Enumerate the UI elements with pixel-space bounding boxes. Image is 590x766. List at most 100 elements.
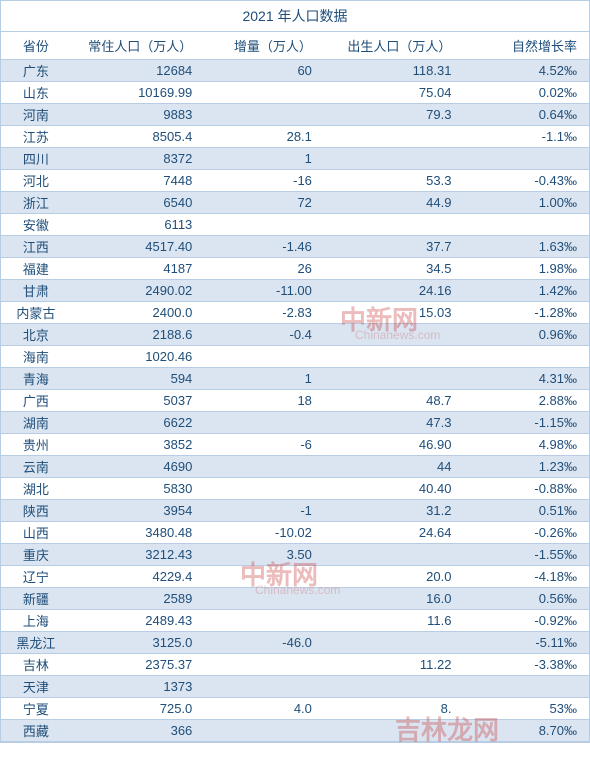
cell-population: 2589 (71, 589, 211, 608)
cell-birth: 118.31 (330, 61, 470, 80)
cell-rate: -4.18‰ (469, 567, 589, 586)
cell-population: 1020.46 (71, 347, 211, 366)
header-province: 省份 (1, 32, 71, 59)
cell-change: -16 (210, 171, 330, 190)
table-row: 青海59414.31‰ (1, 368, 589, 390)
table-row: 云南4690441.23‰ (1, 456, 589, 478)
cell-birth: 48.7 (330, 391, 470, 410)
cell-birth: 16.0 (330, 589, 470, 608)
cell-rate: 2.88‰ (469, 391, 589, 410)
cell-province: 河北 (1, 169, 71, 192)
cell-population: 3954 (71, 501, 211, 520)
table-row: 黑龙江3125.0-46.0-5.11‰ (1, 632, 589, 654)
cell-change: -1 (210, 501, 330, 520)
cell-birth (330, 223, 470, 227)
cell-change: -11.00 (210, 281, 330, 300)
cell-change (210, 421, 330, 425)
table-wrapper: 2021 年人口数据 省份 常住人口（万人） 增量（万人） 出生人口（万人） 自… (0, 0, 590, 743)
cell-birth: 15.03 (330, 303, 470, 322)
cell-change (210, 619, 330, 623)
cell-rate (469, 355, 589, 359)
table-row: 河北7448-1653.3-0.43‰ (1, 170, 589, 192)
cell-province: 广西 (1, 389, 71, 412)
cell-province: 新疆 (1, 587, 71, 610)
cell-change: 28.1 (210, 127, 330, 146)
cell-rate: -5.11‰ (469, 633, 589, 652)
cell-population: 9883 (71, 105, 211, 124)
cell-change (210, 663, 330, 667)
cell-birth (330, 355, 470, 359)
cell-birth: 20.0 (330, 567, 470, 586)
cell-rate: 0.56‰ (469, 589, 589, 608)
table-body: 广东1268460118.314.52‰山东10169.9975.040.02‰… (1, 60, 589, 742)
cell-change: 4.0 (210, 699, 330, 718)
cell-change: -2.83 (210, 303, 330, 322)
table-row: 辽宁4229.4 20.0-4.18‰ (1, 566, 589, 588)
cell-province: 海南 (1, 345, 71, 368)
cell-population: 4187 (71, 259, 211, 278)
table-row: 福建41872634.51.98‰ (1, 258, 589, 280)
cell-population: 725.0 (71, 699, 211, 718)
cell-population: 8505.4 (71, 127, 211, 146)
cell-birth (330, 685, 470, 689)
cell-province: 湖南 (1, 411, 71, 434)
table-row: 四川83721 (1, 148, 589, 170)
cell-province: 浙江 (1, 191, 71, 214)
cell-population: 2490.02 (71, 281, 211, 300)
cell-population: 8372 (71, 149, 211, 168)
cell-birth (330, 377, 470, 381)
cell-province: 吉林 (1, 653, 71, 676)
cell-population: 2188.6 (71, 325, 211, 344)
cell-change: -1.46 (210, 237, 330, 256)
cell-change (210, 465, 330, 469)
cell-population: 366 (71, 721, 211, 740)
cell-province: 江西 (1, 235, 71, 258)
cell-change (210, 597, 330, 601)
cell-rate: 1.23‰ (469, 457, 589, 476)
table-row: 湖南662247.3-1.15‰ (1, 412, 589, 434)
cell-population: 6540 (71, 193, 211, 212)
cell-rate: 0.96‰ (469, 325, 589, 344)
cell-rate: 1.00‰ (469, 193, 589, 212)
cell-rate: -1.15‰ (469, 413, 589, 432)
table-header-row: 省份 常住人口（万人） 增量（万人） 出生人口（万人） 自然增长率 (1, 32, 589, 60)
cell-population: 7448 (71, 171, 211, 190)
table-row: 甘肃2490.02-11.0024.161.42‰ (1, 280, 589, 302)
table-row: 宁夏725.04.08.53‰ (1, 698, 589, 720)
cell-change: 1 (210, 369, 330, 388)
cell-change (210, 487, 330, 491)
cell-population: 4229.4 (71, 567, 211, 586)
cell-rate: -1.1‰ (469, 127, 589, 146)
cell-rate: 4.98‰ (469, 435, 589, 454)
cell-change (210, 355, 330, 359)
cell-population: 3212.43 (71, 545, 211, 564)
cell-province: 黑龙江 (1, 631, 71, 654)
cell-province: 湖北 (1, 477, 71, 500)
cell-province: 陕西 (1, 499, 71, 522)
cell-change: 60 (210, 61, 330, 80)
cell-birth: 79.3 (330, 105, 470, 124)
cell-birth: 37.7 (330, 237, 470, 256)
cell-population: 3480.48 (71, 523, 211, 542)
cell-population: 6622 (71, 413, 211, 432)
cell-province: 福建 (1, 257, 71, 280)
cell-population: 2400.0 (71, 303, 211, 322)
table-row: 贵州3852-646.904.98‰ (1, 434, 589, 456)
cell-birth (330, 553, 470, 557)
cell-change: -6 (210, 435, 330, 454)
cell-change: -10.02 (210, 523, 330, 542)
table-row: 新疆2589 16.00.56‰ (1, 588, 589, 610)
cell-rate (469, 223, 589, 227)
cell-population: 594 (71, 369, 211, 388)
table-row: 重庆3212.433.50-1.55‰ (1, 544, 589, 566)
population-table: 2021 年人口数据 省份 常住人口（万人） 增量（万人） 出生人口（万人） 自… (0, 0, 590, 743)
header-rate: 自然增长率 (469, 32, 589, 59)
cell-population: 2375.37 (71, 655, 211, 674)
table-row: 海南1020.46 (1, 346, 589, 368)
cell-province: 宁夏 (1, 697, 71, 720)
header-population: 常住人口（万人） (71, 32, 211, 59)
cell-birth: 24.16 (330, 281, 470, 300)
table-row: 内蒙古2400.0-2.8315.03-1.28‰ (1, 302, 589, 324)
cell-province: 辽宁 (1, 565, 71, 588)
cell-rate: 0.51‰ (469, 501, 589, 520)
